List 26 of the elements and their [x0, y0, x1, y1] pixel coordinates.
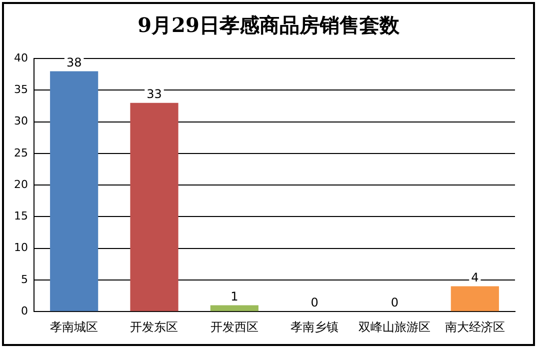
data-label: 0: [310, 296, 318, 310]
bar: [450, 286, 499, 312]
x-tick-label: 孝南乡镇: [290, 320, 339, 334]
x-tick-label: 双峰山旅游区: [358, 320, 431, 334]
x-tick-label: 开发东区: [130, 320, 178, 334]
data-label: 4: [471, 270, 479, 284]
x-tick-label: 孝南城区: [50, 320, 98, 334]
bar: [130, 102, 178, 312]
data-label: 1: [230, 289, 238, 304]
y-tick-label: 25: [14, 146, 28, 160]
data-label: 38: [66, 55, 82, 70]
x-tick-label: 开发西区: [210, 320, 258, 334]
y-tick-label: 0: [20, 304, 28, 318]
data-label: 0: [390, 296, 399, 310]
bar: [50, 71, 98, 312]
bar: [210, 305, 258, 312]
chart-title: 9月29日孝感商品房销售套数: [136, 12, 400, 39]
x-tick-label: 南大经济区: [444, 320, 505, 334]
data-label: 33: [146, 87, 162, 101]
y-tick-label: 15: [14, 210, 28, 223]
y-tick-label: 35: [14, 83, 28, 96]
y-tick-label: 40: [14, 51, 28, 64]
y-tick-label: 5: [20, 272, 28, 286]
y-tick-label: 30: [14, 114, 28, 128]
y-tick-label: 20: [14, 178, 28, 191]
y-tick-label: 10: [14, 241, 28, 254]
